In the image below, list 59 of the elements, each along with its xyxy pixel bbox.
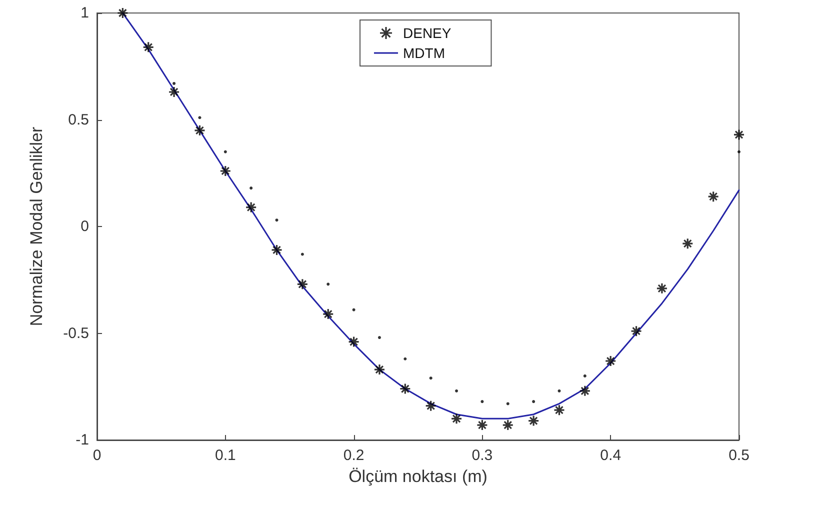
point: [604, 355, 616, 367]
point: [532, 400, 536, 404]
x-tick-label: 0.3: [472, 447, 493, 464]
point: [502, 419, 514, 431]
y-tick-label: 0: [80, 218, 89, 235]
point: [476, 419, 488, 431]
point: [399, 382, 411, 395]
point: [425, 400, 437, 412]
x-tick-label: 0.4: [600, 447, 622, 464]
point: [198, 116, 202, 120]
point: [733, 128, 745, 140]
point: [506, 402, 510, 406]
line-series: [122, 12, 740, 420]
y-tick-label: 1: [80, 4, 89, 22]
point: [708, 190, 720, 202]
point: [738, 150, 740, 154]
point: [245, 201, 257, 214]
point: [553, 404, 566, 416]
y-axis-title: Normalize Modal Genlikler: [27, 126, 46, 326]
point: [168, 86, 180, 98]
point: [116, 7, 128, 19]
point: [429, 376, 432, 380]
point: [270, 244, 283, 256]
point: [250, 186, 253, 190]
y-tick-label: -1: [76, 432, 89, 448]
point: [275, 218, 278, 222]
point: [630, 325, 642, 337]
point: [404, 357, 407, 360]
point: [296, 278, 308, 290]
point: [528, 414, 540, 427]
point: [682, 238, 694, 250]
point: [558, 389, 561, 392]
x-tick-label: 0: [92, 447, 102, 464]
point: [224, 150, 227, 154]
point: [300, 252, 304, 256]
point: [378, 336, 381, 340]
point: [352, 308, 356, 312]
point: [326, 282, 330, 286]
point: [142, 41, 154, 53]
x-tick-label: 0.5: [728, 447, 750, 464]
legend-label: MDTM: [403, 45, 445, 61]
point: [374, 364, 386, 376]
y-tick-label: -0.5: [63, 324, 89, 342]
point: [220, 165, 232, 177]
point: [656, 282, 668, 294]
legend-label: DENEY: [403, 25, 452, 41]
point: [348, 336, 360, 348]
point: [579, 385, 591, 397]
point: [583, 374, 586, 378]
point: [480, 400, 484, 404]
point: [194, 124, 206, 136]
point: [455, 389, 458, 392]
y-tick-label: 0.5: [68, 111, 89, 128]
point: [172, 82, 176, 85]
x-axis-title: Ölçüm noktası (m): [348, 467, 488, 486]
x-tick-label: 0.1: [214, 447, 236, 464]
point: [322, 308, 334, 320]
point: [450, 412, 462, 424]
x-tick-label: 0.2: [343, 447, 364, 464]
